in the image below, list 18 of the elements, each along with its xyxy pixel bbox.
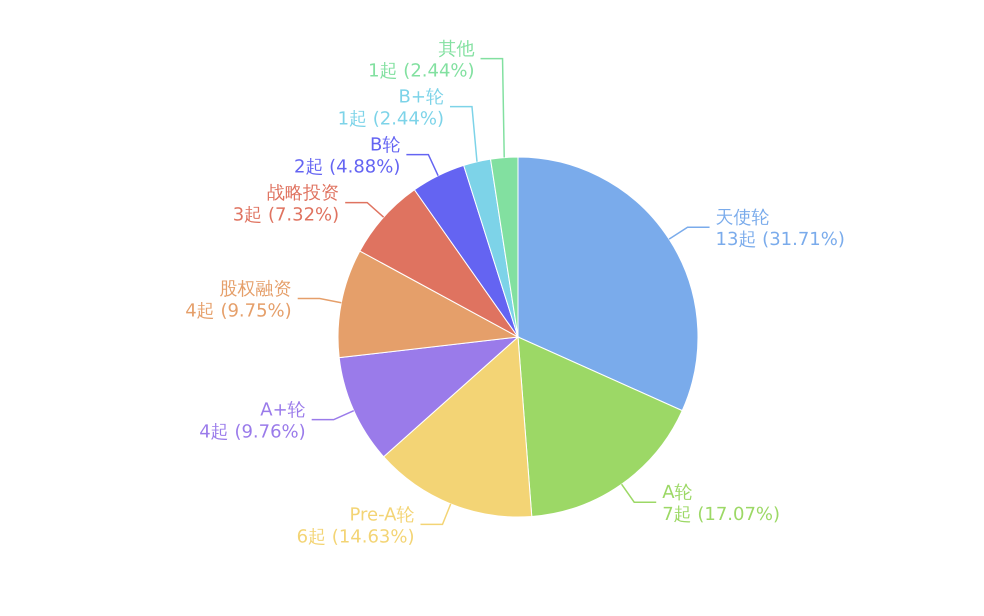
slice-label: A轮	[662, 482, 693, 504]
data-label: 1起 (2.44%)	[338, 108, 444, 130]
slice-label: B+轮	[398, 86, 444, 108]
data-label: 3起 (7.32%)	[232, 204, 340, 226]
data-label: 1起 (2.44%)	[368, 60, 475, 82]
data-label: 2起 (4.88%)	[294, 156, 400, 178]
data-label: 4起 (9.76%)	[199, 422, 306, 443]
data-label: 4起 (9.75%)	[185, 300, 292, 322]
data-label: 6起 (14.63%)	[296, 526, 414, 548]
slice-label: A+轮	[260, 400, 306, 421]
slice-label: 股权融资	[220, 278, 292, 300]
slice-label: B轮	[370, 134, 400, 156]
slice-label: Pre-A轮	[349, 504, 414, 526]
slice-label: 其他	[438, 38, 475, 60]
slice-label: 战略投资	[267, 182, 340, 204]
data-label: 7起 (17.07%)	[662, 504, 780, 526]
slice-label: 天使轮	[716, 207, 770, 228]
data-label: 13起 (31.71%)	[716, 229, 845, 250]
